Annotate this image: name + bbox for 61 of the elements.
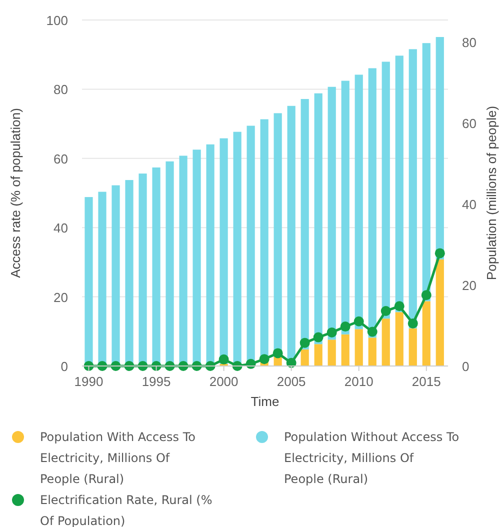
x-tick-label: 2010 — [344, 374, 374, 389]
y2-tick-label: 80 — [462, 34, 476, 50]
legend-label: Population Without Access To Electricity, Millions Of People (Rural) — [284, 430, 460, 486]
y-tick-label: 100 — [46, 13, 68, 28]
point — [367, 326, 378, 337]
bar — [314, 93, 322, 344]
bar — [436, 37, 444, 260]
bar — [422, 43, 430, 302]
point — [313, 332, 324, 342]
y-axis-title: Access rate (% of population) — [8, 108, 23, 278]
point — [218, 354, 229, 364]
point — [421, 290, 432, 300]
bar — [341, 80, 350, 334]
bar — [382, 62, 390, 319]
bar — [408, 49, 417, 328]
point — [340, 322, 350, 332]
y-tick-label: 20 — [54, 290, 68, 305]
point — [434, 248, 445, 258]
point — [286, 358, 296, 368]
point — [259, 354, 270, 364]
point — [272, 348, 283, 358]
x-tick-label: 2005 — [276, 374, 306, 389]
bar — [328, 340, 336, 366]
point — [380, 306, 391, 316]
point — [408, 318, 418, 328]
y2-tick-label: 60 — [462, 116, 476, 131]
point — [354, 316, 364, 326]
bar — [341, 334, 350, 366]
bar — [395, 312, 404, 366]
bar — [382, 318, 390, 366]
x-tick-label: 2015 — [412, 374, 441, 389]
bar — [368, 68, 376, 338]
x-tick-label: 1995 — [142, 374, 171, 389]
point — [394, 301, 404, 312]
bar — [436, 259, 444, 366]
bar — [220, 138, 228, 364]
bar — [408, 328, 417, 366]
bar — [368, 338, 376, 366]
y2-tick-label: 40 — [462, 196, 476, 212]
bar — [354, 329, 363, 366]
y-tick-label: 60 — [54, 151, 68, 166]
y-tick-label: 0 — [60, 359, 68, 374]
point — [326, 327, 337, 338]
y2-tick-label: 0 — [462, 359, 470, 374]
x-tick-label: 2000 — [209, 374, 238, 389]
y-tick-label: 80 — [54, 82, 68, 98]
y-tick-label: 40 — [54, 220, 68, 236]
bar — [300, 99, 309, 350]
bar — [300, 349, 309, 366]
bar — [328, 86, 336, 340]
y2-axis-title: Population (millions of people) — [484, 106, 499, 280]
bar — [314, 344, 322, 366]
bar — [422, 301, 430, 366]
legend-label: Population With Access To Electricity, Millions Of People (Rural) — [40, 430, 196, 486]
y2-tick-label: 20 — [462, 278, 476, 293]
x-axis-title: Time — [250, 394, 280, 409]
bar — [354, 74, 363, 330]
x-tick-label: 1990 — [74, 374, 104, 389]
point — [300, 338, 310, 348]
bar — [395, 56, 404, 312]
point — [246, 358, 256, 369]
